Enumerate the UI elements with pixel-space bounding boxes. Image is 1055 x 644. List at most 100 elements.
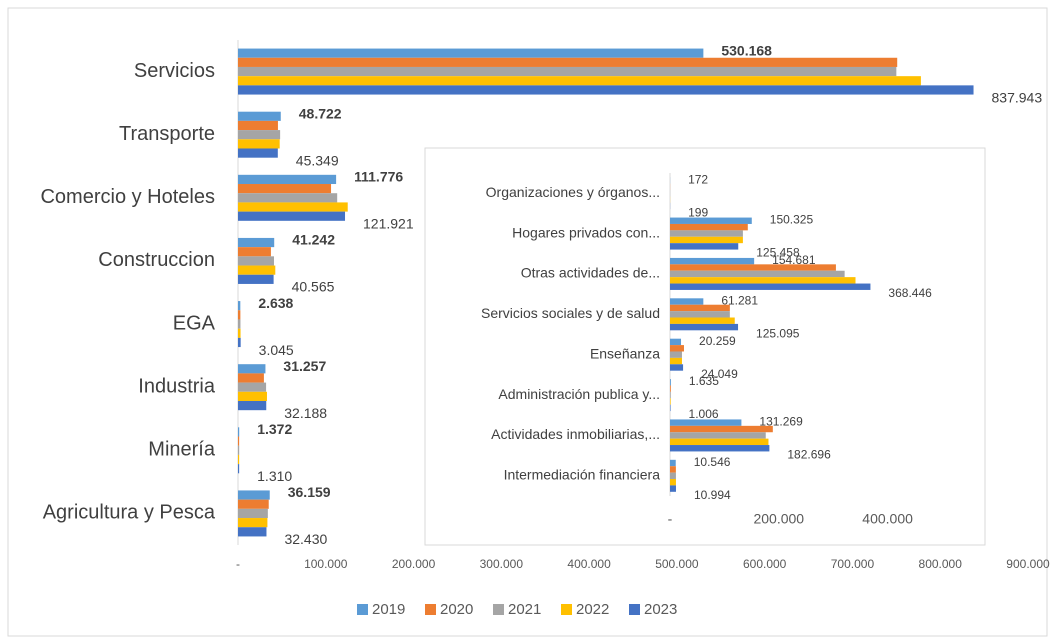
bar [670,485,676,492]
data-label: 41.242 [292,232,335,248]
data-label: 61.281 [721,293,758,307]
data-label: 31.257 [283,358,326,374]
bar [670,283,871,290]
x-tick-label: 600.000 [743,557,787,571]
category-label: Minería [148,439,216,461]
bar [670,270,845,278]
bar [670,459,676,467]
bar [670,351,682,358]
x-tick-label: 700.000 [831,557,875,571]
category-label: Enseñanza [590,345,660,361]
legend-label: 2019 [372,601,405,618]
data-label: 368.446 [888,286,932,300]
data-label: 36.159 [288,484,331,500]
bar [238,111,281,121]
data-label: 24.049 [701,367,738,381]
x-tick-label: 100.000 [304,557,348,571]
bar [238,499,269,509]
bar [670,323,739,331]
category-label: Intermediación financiera [504,467,661,483]
bar [670,230,743,237]
bar [238,328,241,338]
bar [238,174,337,185]
bar [670,311,730,318]
data-label: 121.921 [363,216,414,232]
bar [238,120,278,131]
category-label: Servicios sociales y de salud [481,305,660,321]
category-label: Hogares privados con... [512,224,660,240]
x-tick-label: 200.000 [753,511,804,527]
bar [670,379,671,386]
category-label: Comercio y Hoteles [40,186,215,208]
bar [238,256,274,266]
data-label: 154.681 [772,253,816,267]
bar [238,184,332,194]
bar [238,391,267,401]
data-label: 40.565 [292,279,335,295]
legend-swatch [493,604,504,615]
bar [670,243,739,250]
bar [670,398,671,405]
bar [670,317,735,324]
bar [670,404,671,412]
bar [238,436,240,446]
bar [238,427,240,437]
bar [670,357,682,365]
legend-label: 2021 [508,601,541,618]
data-label: 131.269 [759,415,803,429]
bar [670,438,769,446]
data-label: 1.310 [257,468,292,484]
bar [670,479,676,486]
data-label: 48.722 [299,105,342,121]
bar [238,202,348,212]
bar [238,57,898,67]
bar [238,382,267,392]
legend-label: 2022 [576,601,609,618]
data-label: 125.095 [756,326,800,340]
bar [238,373,264,383]
bar [670,223,748,231]
bar [670,425,773,433]
bar [238,148,278,158]
bar [238,301,241,311]
data-label: 3.045 [259,342,294,358]
bar [238,319,241,329]
legend-swatch [357,604,368,615]
bar [670,298,704,305]
x-tick-label: 900.000 [1006,557,1050,571]
bar [238,211,346,221]
bar [238,76,921,86]
bar [670,257,755,265]
bar [238,265,276,275]
legend-label: 2020 [440,601,473,618]
bar [670,217,752,224]
x-tick-label: 300.000 [480,557,524,571]
bar [238,237,275,248]
bar [670,264,836,271]
data-label: 199 [688,205,708,219]
bar [670,304,730,312]
bar [670,364,684,371]
bar [670,419,742,426]
data-label: 2.638 [258,295,293,311]
category-label: Agricultura y Pesca [43,502,216,524]
bar [238,274,274,284]
x-tick-label: 800.000 [919,557,963,571]
category-label: Administración publica y... [498,386,660,402]
bar [238,337,241,348]
data-label: 1.372 [257,421,292,437]
category-label: EGA [173,312,216,334]
bar [670,236,743,244]
data-label: 32.430 [284,531,327,547]
legend-swatch [629,604,640,615]
bar [670,472,676,480]
category-label: Otras actividades de... [521,265,660,281]
category-label: Construccion [98,249,215,271]
bar [238,527,267,537]
data-label: 182.696 [787,448,831,462]
x-tick-label: 500.000 [655,557,699,571]
category-label: Servicios [134,60,215,82]
data-label: 1.006 [689,407,719,421]
data-label: 20.259 [699,334,736,348]
bar [238,400,267,411]
